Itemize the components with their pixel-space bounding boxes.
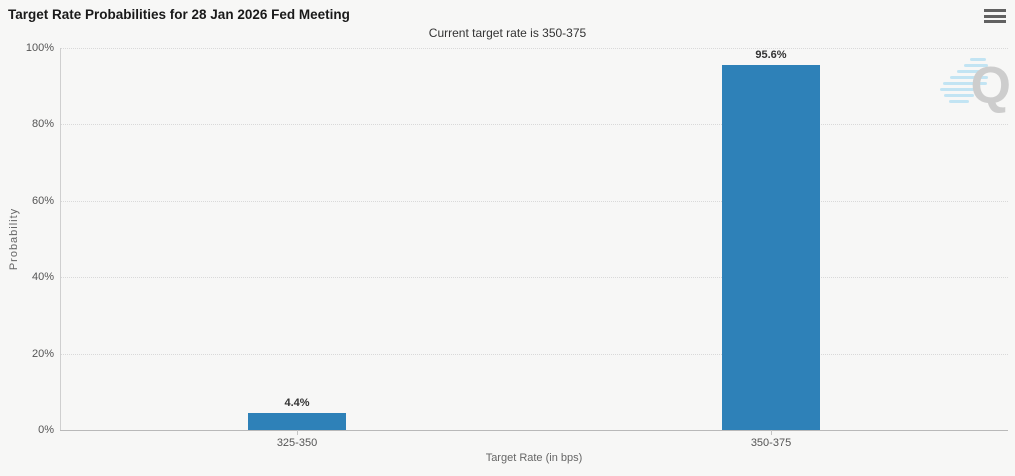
plot-area — [60, 48, 1008, 430]
probability-bar[interactable] — [248, 413, 346, 430]
bar-value-label: 4.4% — [284, 397, 310, 410]
gridline — [60, 277, 1008, 279]
y-tick-label: 0% — [38, 424, 54, 436]
y-axis-title: Probability — [8, 207, 20, 271]
x-axis-tick — [297, 430, 298, 435]
x-axis-tick — [771, 430, 772, 435]
y-tick-label: 80% — [31, 118, 54, 131]
chart-subtitle: Current target rate is 350-375 — [428, 26, 587, 40]
y-tick-label: 100% — [25, 42, 54, 54]
y-tick-label: 60% — [31, 194, 54, 207]
q-letter: Q — [970, 57, 1011, 115]
y-tick-label: 20% — [31, 347, 54, 360]
hamburger-icon — [984, 20, 1006, 23]
probability-bar[interactable] — [722, 64, 820, 430]
q-watermark-logo: Q — [938, 55, 1013, 121]
x-axis-line — [60, 430, 1008, 431]
gridline — [60, 200, 1008, 202]
bar-value-label: 95.6% — [755, 48, 787, 61]
y-tick-label: 40% — [31, 271, 54, 284]
chart-title: Target Rate Probabilities for 28 Jan 202… — [8, 7, 350, 22]
gridline — [60, 48, 1008, 49]
x-category-label: 350-375 — [750, 437, 792, 449]
hamburger-icon — [984, 9, 1006, 12]
chart-context-menu-button[interactable] — [984, 9, 1006, 25]
gridline — [60, 353, 1008, 355]
x-axis-title: Target Rate (in bps) — [485, 452, 583, 464]
hamburger-icon — [984, 14, 1006, 18]
y-axis-line — [60, 48, 61, 430]
gridline — [60, 124, 1008, 126]
x-category-label: 325-350 — [276, 437, 318, 449]
